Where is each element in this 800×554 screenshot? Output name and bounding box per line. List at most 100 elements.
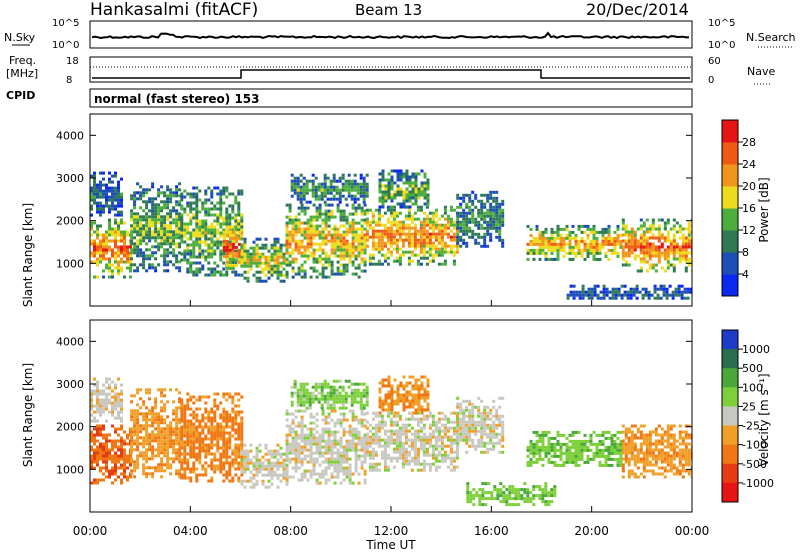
power-echo-region bbox=[222, 227, 241, 270]
count-tick-left-bottom: 10^0 bbox=[52, 40, 79, 51]
velocity-ylabel: Slant Range [km] bbox=[21, 363, 35, 467]
velocity-echo-region bbox=[290, 379, 369, 410]
nsearch-label: N.Search bbox=[746, 31, 796, 44]
xtick-label: 20:00 bbox=[574, 524, 609, 538]
colorbar-swatch bbox=[722, 274, 738, 297]
ytick-label: 2000 bbox=[56, 421, 84, 434]
nave-tick-bottom: 0 bbox=[708, 75, 714, 86]
colorbar-swatch bbox=[722, 406, 738, 427]
colorbar-tick-label: 100 bbox=[742, 381, 763, 394]
date-title: 20/Dec/2014 bbox=[586, 0, 689, 19]
colorbar-swatch bbox=[722, 120, 738, 143]
colorbar-tick-label: 28 bbox=[742, 136, 756, 149]
power-echo-region bbox=[130, 182, 182, 273]
colorbar-swatch bbox=[722, 186, 738, 209]
xtick-label: 12:00 bbox=[374, 524, 409, 538]
colorbar-tick-label: 1000 bbox=[742, 343, 770, 356]
power-echo-region bbox=[621, 218, 692, 273]
velocity-echo-region bbox=[466, 482, 557, 507]
power-echo-region bbox=[90, 218, 132, 279]
xtick-label: 00:00 bbox=[73, 524, 108, 538]
velocity-colorbar: 1000 500 100 25 -25 -100 -500 -1000 bbox=[721, 329, 774, 503]
power-echo-region bbox=[526, 224, 623, 261]
power-colorbar: 4 8 12 16 20 24 28 bbox=[721, 119, 756, 297]
velocity-echo-region bbox=[90, 377, 123, 423]
freq-tick-top: 18 bbox=[66, 56, 79, 67]
freq-label: Freq. bbox=[9, 54, 36, 67]
power-echo-region bbox=[285, 203, 367, 279]
freq-unit-label: [MHz] bbox=[6, 67, 38, 80]
colorbar-tick-label: -25 bbox=[742, 420, 760, 433]
power-panel: 1000 2000 3000 4000 Slant Range [km] 4 8 12 16… bbox=[21, 113, 771, 307]
power-echo-region bbox=[290, 173, 369, 204]
counts-frame bbox=[89, 20, 693, 49]
velocity-echo-region bbox=[240, 443, 289, 489]
colorbar-swatch bbox=[722, 368, 738, 388]
cpid-frame bbox=[89, 88, 693, 108]
station-title: Hankasalmi (fitACF) bbox=[90, 0, 258, 20]
velocity-echo-region bbox=[621, 424, 692, 479]
colorbar-tick-label: 16 bbox=[742, 202, 756, 215]
ytick-label: 4000 bbox=[56, 335, 84, 348]
colorbar-tick-label: -500 bbox=[742, 458, 767, 471]
colorbar-swatch bbox=[722, 230, 738, 253]
beam-title: Beam 13 bbox=[355, 1, 422, 19]
nave-tick-top: 60 bbox=[708, 56, 721, 67]
power-echo-region bbox=[180, 186, 244, 277]
colorbar-tick-label: -100 bbox=[742, 439, 767, 452]
power-yticks: 1000 2000 3000 4000 bbox=[56, 129, 692, 270]
count-tick-right-bottom: 10^0 bbox=[708, 40, 735, 51]
cpid-strip: normal (fast stereo) 153 bbox=[89, 88, 693, 108]
colorbar-tick-label: 4 bbox=[742, 268, 749, 281]
colorbar-swatch bbox=[722, 387, 738, 407]
ytick-label: 2000 bbox=[56, 215, 84, 228]
velocity-echo-region bbox=[526, 430, 623, 467]
counts-strip: N.Sky 10^5 10^0 10^5 10^0 N.Search bbox=[4, 18, 796, 51]
nave-label: Nave bbox=[747, 65, 775, 78]
colorbar-swatch bbox=[722, 208, 738, 231]
colorbar-swatch bbox=[722, 349, 738, 369]
power-ylabel: Slant Range [km] bbox=[21, 203, 35, 307]
freq-trace bbox=[92, 69, 690, 79]
nsky-trace bbox=[91, 31, 690, 40]
velocity-echo-region bbox=[130, 388, 182, 479]
velocity-yticks: 1000 2000 3000 4000 bbox=[56, 335, 692, 476]
power-echoes bbox=[90, 169, 692, 300]
colorbar-tick-label: 12 bbox=[742, 224, 756, 237]
colorbar-frame bbox=[721, 329, 739, 503]
ytick-label: 1000 bbox=[56, 463, 84, 476]
colorbar-tick-label: 500 bbox=[742, 362, 763, 375]
xtick-label: 08:00 bbox=[273, 524, 308, 538]
colorbar-swatch bbox=[722, 482, 738, 503]
colorbar-swatch bbox=[722, 425, 738, 446]
colorbar-swatch bbox=[722, 444, 738, 465]
power-echo-region bbox=[456, 190, 505, 248]
count-tick-right-top: 10^5 bbox=[708, 18, 735, 29]
colorbar-tick-label: -1000 bbox=[742, 477, 774, 490]
velocity-echo-region bbox=[285, 409, 367, 485]
colorbar-tick-label: 25 bbox=[742, 400, 756, 413]
colorbar-swatch bbox=[722, 463, 738, 484]
cpid-text: normal (fast stereo) 153 bbox=[94, 92, 260, 106]
velocity-colorbar-label: Velocity [m s⁻¹] bbox=[757, 373, 771, 466]
cpid-label: CPID bbox=[6, 89, 35, 102]
freq-frame bbox=[89, 56, 693, 83]
colorbar-swatch bbox=[722, 330, 738, 350]
ytick-label: 4000 bbox=[56, 129, 84, 142]
colorbar-swatch bbox=[722, 142, 738, 165]
ytick-label: 3000 bbox=[56, 172, 84, 185]
time-xlabel: Time UT bbox=[365, 538, 416, 552]
colorbar-tick-label: 20 bbox=[742, 180, 756, 193]
velocity-echoes bbox=[90, 375, 692, 507]
xtick-label: 04:00 bbox=[173, 524, 208, 538]
colorbar-tick-label: 8 bbox=[742, 246, 749, 259]
xtick-label: 00:00 bbox=[675, 524, 710, 538]
ytick-label: 3000 bbox=[56, 378, 84, 391]
count-tick-left-top: 10^5 bbox=[52, 18, 79, 29]
power-echo-region bbox=[240, 237, 289, 283]
velocity-echo-region bbox=[365, 411, 459, 472]
power-echo-region bbox=[90, 171, 123, 217]
power-colorbar-label: Power [dB] bbox=[757, 177, 771, 242]
velocity-echo-region bbox=[456, 396, 505, 454]
